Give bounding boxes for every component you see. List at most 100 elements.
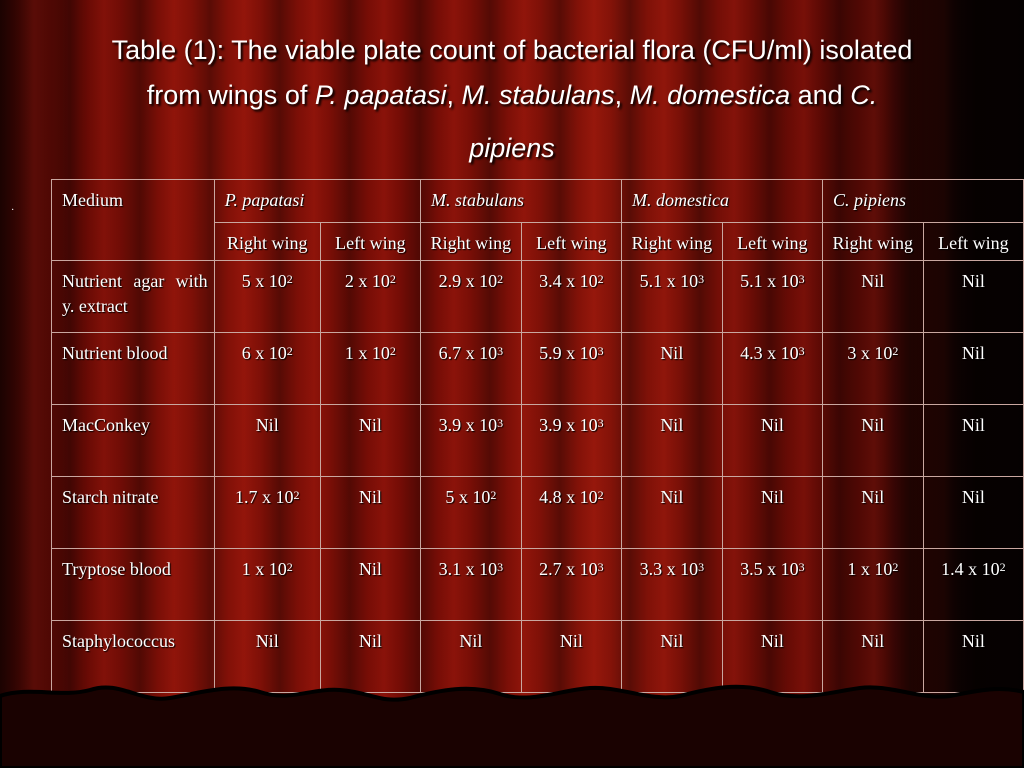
count-cell: Nil <box>721 476 823 549</box>
count-cell: 3.1 x 103 <box>419 548 522 621</box>
count-value: Nil <box>358 631 382 651</box>
count-value: 3.1 x 10 <box>438 559 498 579</box>
table-header-row: Medium P. papatasi M. stabulans M. domestic… <box>51 179 1024 261</box>
medium-cell: Tryptose blood <box>51 548 215 621</box>
count-cell: Nil <box>922 260 1024 333</box>
count-value: Nil <box>660 415 684 435</box>
count-value: Nil <box>358 559 382 579</box>
count-cell: Nil <box>821 476 924 549</box>
count-exponent: 2 <box>597 272 604 286</box>
count-value: 3.9 x 10 <box>438 415 498 435</box>
count-cell: 5.1 x 103 <box>721 260 823 333</box>
title-line1: Table (1): The viable plate count of bac… <box>111 35 913 65</box>
count-exponent: 3 <box>798 344 805 358</box>
count-cell: Nil <box>520 620 622 693</box>
count-value: Nil <box>255 631 279 651</box>
count-exponent: 2 <box>892 560 899 574</box>
count-exponent: 2 <box>597 488 604 502</box>
count-cell: Nil <box>213 404 321 477</box>
count-value: 3.5 x 10 <box>740 559 799 579</box>
count-value: 4.3 x 10 <box>740 343 799 363</box>
count-cell: Nil <box>319 620 421 693</box>
count-value: 4.8 x 10 <box>539 487 598 507</box>
count-value: 3.9 x 10 <box>539 415 598 435</box>
count-cell: 3.9 x 103 <box>520 404 622 477</box>
count-cell: Nil <box>419 620 522 693</box>
count-cell: Nil <box>213 620 321 693</box>
title-prefix: from wings of <box>146 80 315 110</box>
count-exponent: 2 <box>293 488 300 502</box>
count-value: Nil <box>660 343 684 363</box>
medium-cell: Nutrient blood <box>51 332 215 405</box>
medium-cell: Staphylococcus <box>51 620 215 693</box>
count-value: Nil <box>961 271 985 291</box>
bullet-dot: · <box>11 205 15 216</box>
count-value: 2.9 x 10 <box>438 271 498 291</box>
count-cell: 4.8 x 102 <box>520 476 622 549</box>
wing-header: Left wing <box>721 222 823 261</box>
count-value: 1.7 x 10 <box>234 487 294 507</box>
count-cell: 3.3 x 103 <box>620 548 723 621</box>
count-cell: Nil <box>620 620 723 693</box>
count-exponent: 3 <box>497 416 504 430</box>
count-cell: Nil <box>620 332 723 405</box>
count-value: 5 x 10 <box>241 271 287 291</box>
medium-cell: Nutrient agar with y. extract <box>51 260 215 333</box>
count-cell: 3 x 102 <box>821 332 924 405</box>
count-exponent: 2 <box>497 272 504 286</box>
count-exponent: 2 <box>389 344 396 358</box>
title-species-domestica: M. domestica <box>629 80 791 110</box>
count-cell: Nil <box>821 404 924 477</box>
count-value: 1 x 10 <box>344 343 390 363</box>
count-cell: Nil <box>922 476 1024 549</box>
count-cell: 5 x 102 <box>213 260 321 333</box>
count-value: 5 x 10 <box>445 487 491 507</box>
count-value: Nil <box>961 487 985 507</box>
title-species-pipiens: pipiens <box>469 133 555 163</box>
count-value: 2.7 x 10 <box>539 559 598 579</box>
count-exponent: 2 <box>286 272 293 286</box>
count-value: Nil <box>760 487 784 507</box>
count-exponent: 3 <box>597 344 604 358</box>
count-value: 6 x 10 <box>241 343 287 363</box>
count-exponent: 2 <box>286 344 293 358</box>
count-value: Nil <box>559 631 583 651</box>
count-value: Nil <box>760 415 784 435</box>
count-value: Nil <box>660 487 684 507</box>
count-value: 1.4 x 10 <box>941 559 1000 579</box>
count-value: Nil <box>660 631 684 651</box>
count-cell: Nil <box>721 404 823 477</box>
count-cell: 1.4 x 102 <box>922 548 1024 621</box>
wing-header-row: Right wing Left wing Right wing Left wing Ri… <box>52 222 1024 261</box>
count-value: 3.4 x 10 <box>539 271 598 291</box>
count-value: 6.7 x 10 <box>438 343 498 363</box>
medium-header: Medium <box>51 179 215 261</box>
species-header: M. domestica <box>620 179 823 223</box>
count-value: 5.1 x 10 <box>740 271 799 291</box>
count-value: Nil <box>459 631 483 651</box>
count-cell: Nil <box>922 332 1024 405</box>
count-exponent: 2 <box>999 560 1006 574</box>
species-header: C. pipiens <box>821 179 1024 223</box>
count-cell: 2.7 x 103 <box>520 548 622 621</box>
count-value: 3 x 10 <box>847 343 893 363</box>
title-and: and <box>790 80 851 110</box>
count-cell: Nil <box>620 476 723 549</box>
count-value: 5.1 x 10 <box>639 271 699 291</box>
count-cell: 5 x 102 <box>419 476 522 549</box>
wing-header: Right wing <box>620 222 723 261</box>
count-cell: Nil <box>922 404 1024 477</box>
count-value: Nil <box>358 487 382 507</box>
count-exponent: 3 <box>798 560 805 574</box>
slide-title: Table (1): The viable plate count of bac… <box>40 28 984 171</box>
count-cell: 3.5 x 103 <box>721 548 823 621</box>
table-row: Starch nitrate 1.7 x 102 Nil 5 x 102 4.8 x 1… <box>51 476 1024 549</box>
count-exponent: 3 <box>698 272 705 286</box>
count-cell: Nil <box>319 476 421 549</box>
count-value: Nil <box>861 271 885 291</box>
count-cell: 1 x 102 <box>213 548 321 621</box>
count-exponent: 2 <box>389 272 396 286</box>
species-header: P. papatasi <box>213 179 421 223</box>
wing-header: Left wing <box>922 222 1024 261</box>
count-cell: 6.7 x 103 <box>419 332 522 405</box>
